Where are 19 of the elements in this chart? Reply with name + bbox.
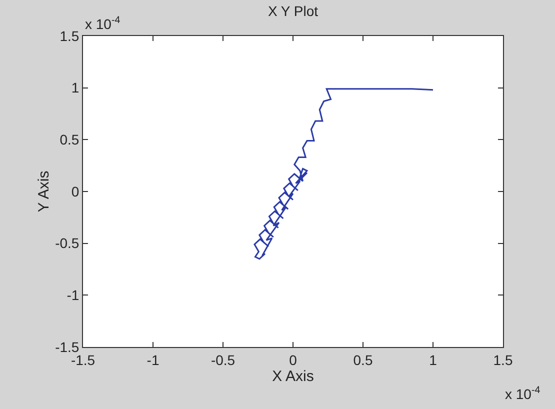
y-tick-label: -0.5 [55, 235, 80, 252]
line-series [254, 88, 434, 260]
x-tick-label: -1 [146, 352, 160, 368]
x-tick-label: 1.5 [493, 352, 513, 368]
y-tick-label: 0.5 [60, 132, 80, 148]
x-tick-label: 1 [429, 352, 438, 368]
y-tick-label: 0 [71, 183, 80, 200]
y-axis-title: Y Axis [35, 170, 52, 212]
x-tick-label: 0 [289, 352, 298, 368]
text: x 10$^{-4}$ [505, 385, 541, 402]
chart-title: X Y Plot [268, 2, 318, 19]
x-tick-label: -0.5 [210, 352, 236, 368]
y-tick-label: -1.5 [55, 338, 80, 355]
y-tick-label: 1.5 [60, 28, 80, 44]
y-tick-label: 1 [71, 80, 80, 96]
x-axis-title: X Axis [272, 368, 314, 385]
text: x 10$^{-4}$ [85, 15, 121, 32]
x-tick-label: 0.5 [353, 352, 373, 368]
y-tick-label: -1 [66, 287, 80, 304]
